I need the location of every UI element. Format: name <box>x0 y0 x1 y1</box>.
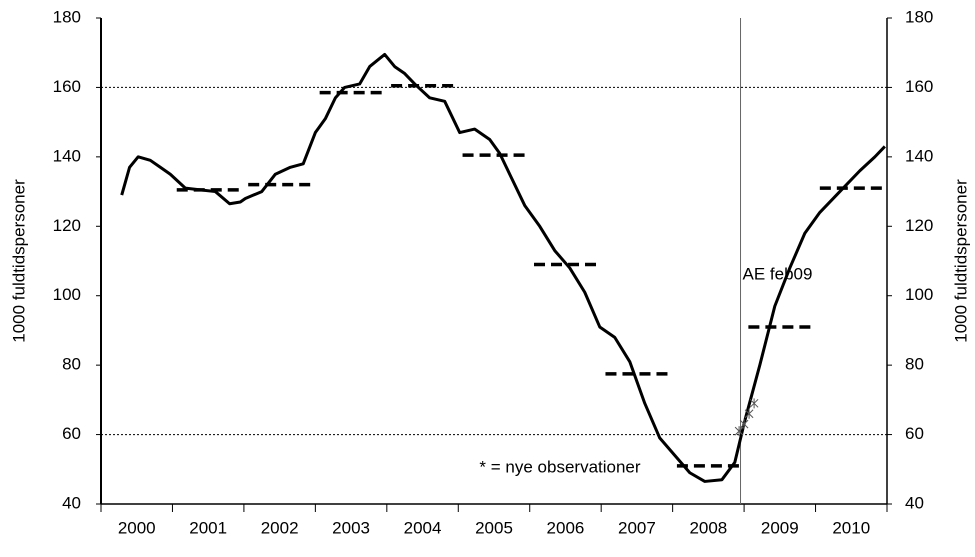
y2-tick-label: 140 <box>905 146 933 165</box>
y-tick-label: 120 <box>53 216 81 235</box>
y2-axis-title: 1000 fuldtidspersoner <box>951 179 970 343</box>
y-tick-label: 100 <box>53 285 81 304</box>
vertical-marker-label: AE feb09 <box>743 264 813 283</box>
y2-tick-label: 60 <box>905 424 924 443</box>
y-tick-label: 180 <box>53 7 81 26</box>
y-axis-title: 1000 fuldtidspersoner <box>9 179 28 343</box>
y-tick-label: 60 <box>62 424 81 443</box>
x-tick-label: 2009 <box>761 518 799 537</box>
annotation: * = nye observationer <box>479 457 640 476</box>
x-tick-label: 2007 <box>618 518 656 537</box>
y-tick-label: 80 <box>62 355 81 374</box>
x-tick-label: 2005 <box>475 518 513 537</box>
y2-tick-label: 40 <box>905 493 924 512</box>
line <box>120 52 886 483</box>
x-tick-label: 2002 <box>261 518 299 537</box>
x-tick-label: 2000 <box>118 518 156 537</box>
x-tick-label: 2003 <box>332 518 370 537</box>
x-tick-label: 2001 <box>189 518 227 537</box>
new-observation <box>744 408 754 419</box>
y2-tick-label: 100 <box>905 285 933 304</box>
x-tick-label: 2006 <box>547 518 585 537</box>
y2-tick-label: 180 <box>905 7 933 26</box>
y-tick-label: 140 <box>53 146 81 165</box>
y2-tick-label: 80 <box>905 355 924 374</box>
new-observation <box>739 419 749 430</box>
x-tick-label: 2008 <box>689 518 727 537</box>
x-tick-label: 2010 <box>832 518 870 537</box>
new-observation <box>749 398 759 409</box>
x-tick-label: 2004 <box>404 518 442 537</box>
y-tick-label: 40 <box>62 493 81 512</box>
new-observation <box>734 426 744 437</box>
y2-tick-label: 160 <box>905 77 933 96</box>
y-tick-label: 160 <box>53 77 81 96</box>
y2-tick-label: 120 <box>905 216 933 235</box>
